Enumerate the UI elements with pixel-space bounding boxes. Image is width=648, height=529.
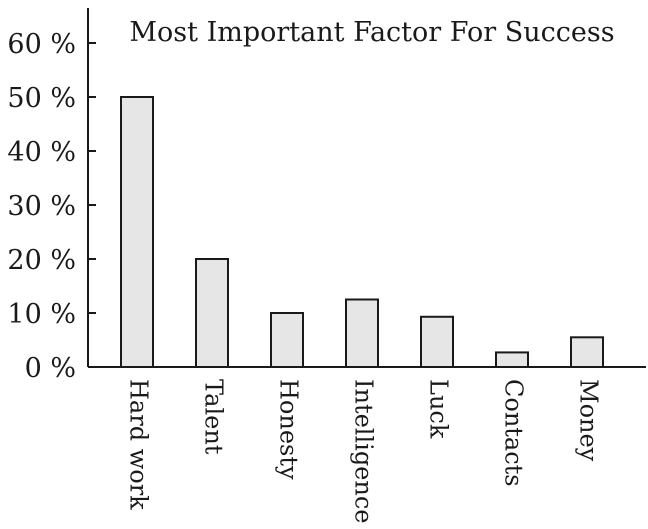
bar-talent <box>195 258 229 368</box>
category-labels: Hard work Talent Honesty Intelligence Luck Co… <box>125 379 603 523</box>
category-label: Honesty <box>275 379 303 480</box>
category-label: Luck <box>425 379 453 439</box>
y-tick-label: 40 % <box>7 137 76 168</box>
bar-hard-work <box>120 96 154 368</box>
y-tick-label: 60 % <box>7 29 76 60</box>
chart-title: Most Important Factor For Success <box>129 17 614 48</box>
category-label: Talent <box>200 379 228 455</box>
category-label: Money <box>575 379 603 462</box>
bar-intelligence <box>345 298 379 368</box>
y-ticks: 0 % 10 % 20 % 30 % 40 % 50 % 60 % <box>7 29 96 384</box>
category-label: Intelligence <box>350 379 378 523</box>
y-tick-label: 20 % <box>7 245 76 276</box>
category-label: Hard work <box>125 379 153 510</box>
bar-luck <box>420 315 454 368</box>
y-tick-label: 50 % <box>7 83 76 114</box>
y-tick-label: 30 % <box>7 191 76 222</box>
bar-money <box>570 336 604 368</box>
bars <box>120 96 604 369</box>
y-tick-label: 10 % <box>7 299 76 330</box>
bar-contacts <box>495 351 529 369</box>
y-tick-label: 0 % <box>25 353 76 384</box>
bar-honesty <box>270 312 304 368</box>
category-label: Contacts <box>500 379 528 487</box>
